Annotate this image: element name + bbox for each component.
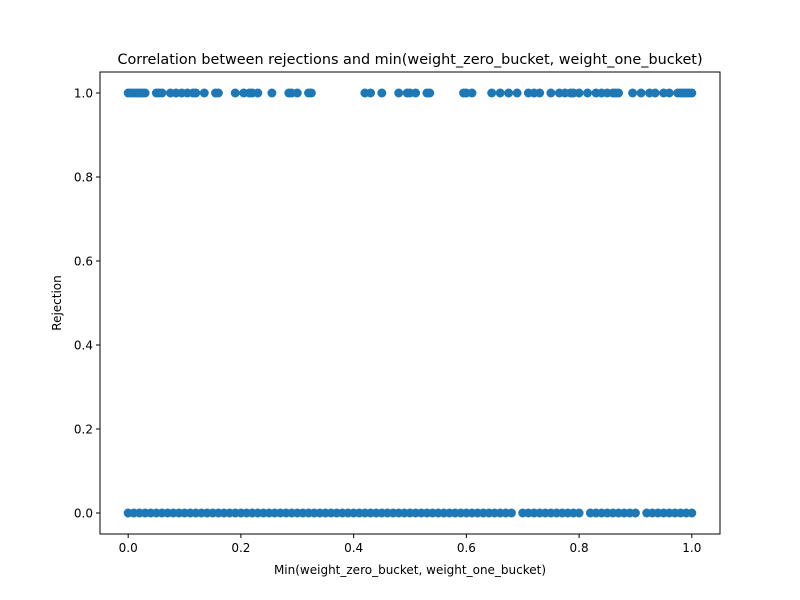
y-tick-label: 0.0 bbox=[74, 507, 93, 521]
data-point bbox=[253, 88, 263, 98]
data-point bbox=[583, 88, 593, 98]
data-point bbox=[574, 88, 584, 98]
data-point bbox=[366, 88, 376, 98]
x-tick-label: 0.2 bbox=[231, 541, 250, 555]
x-tick-label: 0.0 bbox=[119, 541, 138, 555]
data-point bbox=[157, 88, 167, 98]
x-axis-ticks: 0.0 0.2 0.4 0.6 0.8 1.0 bbox=[119, 534, 701, 555]
data-point bbox=[230, 88, 240, 98]
data-point bbox=[140, 88, 150, 98]
data-point bbox=[574, 508, 584, 518]
plot-frame bbox=[99, 71, 721, 535]
data-point bbox=[687, 508, 697, 518]
data-point bbox=[213, 88, 223, 98]
y-tick-label: 0.6 bbox=[74, 255, 93, 269]
x-tick-label: 1.0 bbox=[682, 541, 701, 555]
y-tick-label: 0.4 bbox=[74, 339, 93, 353]
data-point bbox=[191, 88, 201, 98]
data-point bbox=[267, 88, 277, 98]
data-point bbox=[487, 88, 497, 98]
data-point bbox=[687, 88, 697, 98]
data-point bbox=[306, 88, 316, 98]
data-point bbox=[546, 88, 556, 98]
y-axis-label: Rejection bbox=[50, 275, 64, 330]
data-point bbox=[411, 88, 421, 98]
x-tick-label: 0.4 bbox=[344, 541, 363, 555]
data-point bbox=[506, 508, 516, 518]
x-tick-label: 0.6 bbox=[457, 541, 476, 555]
y-tick-label: 0.8 bbox=[74, 171, 93, 185]
data-point bbox=[535, 88, 545, 98]
chart-title: Correlation between rejections and min(w… bbox=[117, 52, 702, 68]
y-tick-label: 1.0 bbox=[74, 87, 93, 101]
data-point bbox=[664, 88, 674, 98]
data-point bbox=[199, 88, 209, 98]
data-point bbox=[512, 88, 522, 98]
data-point bbox=[467, 88, 477, 98]
data-point bbox=[292, 88, 302, 98]
data-point bbox=[636, 88, 646, 98]
data-point bbox=[628, 88, 638, 98]
data-point bbox=[504, 88, 514, 98]
data-point bbox=[394, 88, 404, 98]
data-point bbox=[495, 88, 505, 98]
y-axis-ticks: 0.0 0.2 0.4 0.6 0.8 1.0 bbox=[74, 87, 100, 521]
x-axis-label: Min(weight_zero_bucket, weight_one_bucke… bbox=[274, 563, 546, 577]
data-point bbox=[425, 88, 435, 98]
data-point bbox=[630, 508, 640, 518]
x-tick-label: 0.8 bbox=[570, 541, 589, 555]
data-points bbox=[123, 88, 697, 518]
data-point bbox=[650, 88, 660, 98]
data-point bbox=[377, 88, 387, 98]
y-tick-label: 0.2 bbox=[74, 423, 93, 437]
data-point bbox=[614, 88, 624, 98]
